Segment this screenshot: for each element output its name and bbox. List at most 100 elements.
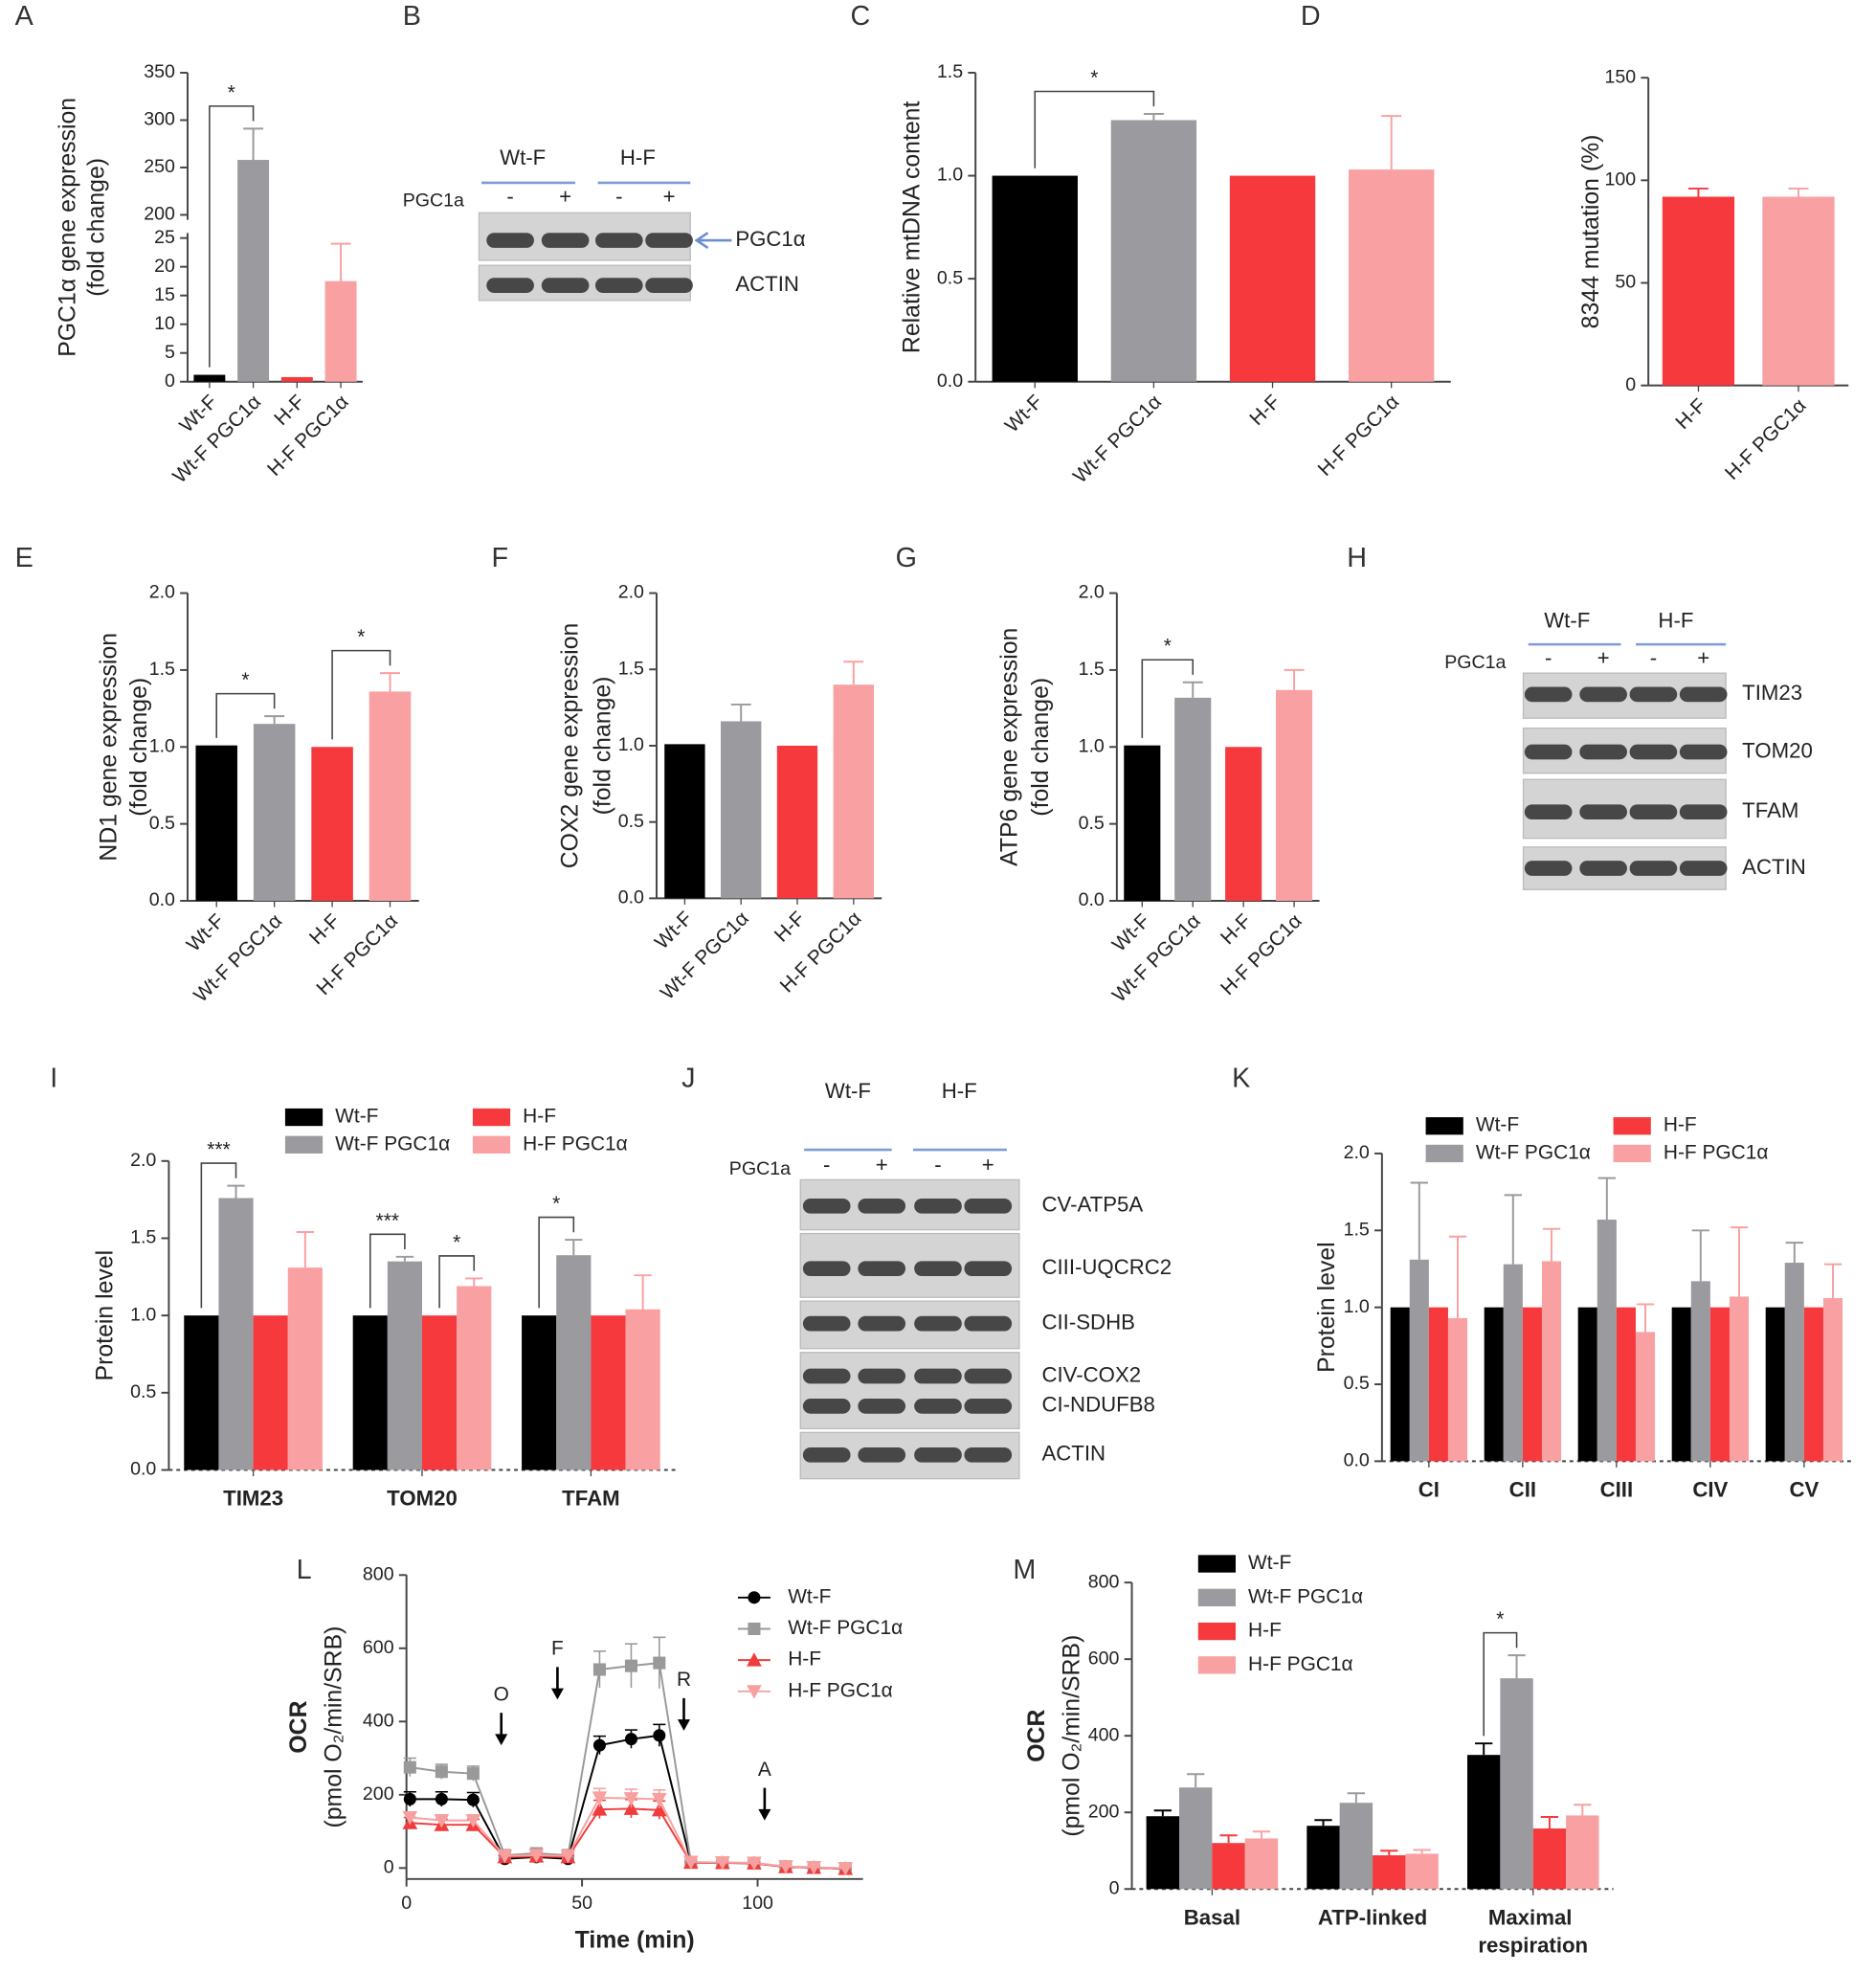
y-tick-label: 0.0 [130, 1459, 156, 1480]
marker [653, 1729, 666, 1742]
blot-band [645, 278, 693, 293]
blot-band [914, 1315, 962, 1332]
bar [1690, 1281, 1710, 1462]
bar [368, 691, 412, 901]
y-tick-label: 20 [154, 256, 175, 277]
bar [1709, 1307, 1730, 1462]
marker [592, 1802, 608, 1816]
bar [311, 747, 353, 901]
y-tick-label: 1.5 [618, 658, 644, 679]
bar [992, 175, 1078, 382]
blot-sign: + [982, 1153, 994, 1177]
injection-arrow-head [550, 1688, 564, 1700]
injection-label: F [551, 1638, 564, 1660]
marker [403, 1792, 416, 1805]
bar [457, 1286, 492, 1470]
marker [624, 1659, 637, 1672]
y-tick-label: 1.0 [149, 735, 175, 756]
legend-label: H-F PGC1α [788, 1679, 893, 1701]
blot-band [802, 1399, 851, 1414]
panel-letter: I [50, 1063, 57, 1093]
bar [1635, 1332, 1656, 1462]
blot-group-label: Wt-F [500, 146, 546, 169]
bar [1503, 1264, 1523, 1462]
panel-letter: G [896, 543, 917, 573]
significance-label: *** [376, 1210, 399, 1232]
bar [1447, 1317, 1468, 1462]
y-axis-label: (fold change) [83, 158, 109, 297]
blot-band [802, 1261, 851, 1276]
y-tick-label: 0.5 [149, 813, 175, 834]
y-tick-label: 0.0 [937, 370, 963, 392]
blot-band-label: PGC1α [735, 227, 805, 251]
blot-band [1579, 686, 1627, 703]
y-tick-label: 2.0 [130, 1150, 156, 1171]
bar [352, 1315, 388, 1470]
bar [625, 1309, 660, 1470]
blot-group-label: H-F [942, 1079, 977, 1103]
bar [833, 684, 874, 899]
marker [747, 1856, 762, 1871]
blot-band [594, 278, 643, 293]
marker [402, 1811, 418, 1826]
x-axis-label: Time (min) [575, 1928, 695, 1954]
blot-sign: - [934, 1153, 941, 1177]
marker [623, 1792, 639, 1806]
x-tick-label: TOM20 [387, 1487, 458, 1511]
bar [1110, 120, 1197, 382]
y-axis-label: PGC1α gene expression [55, 98, 80, 357]
marker [778, 1860, 793, 1874]
blot-band [1524, 686, 1573, 703]
blot-sign: - [615, 185, 622, 209]
blot-band [1679, 804, 1728, 820]
legend-swatch [1613, 1144, 1651, 1163]
y-tick-label: 400 [363, 1710, 394, 1731]
blot-band [1629, 744, 1678, 760]
y-tick-label: 2.0 [1344, 1142, 1370, 1163]
bar [218, 1198, 254, 1470]
blot-band [964, 1315, 1013, 1332]
significance-bracket [200, 1162, 237, 1309]
y-axis-label: (fold change) [126, 678, 152, 817]
bar [253, 724, 296, 901]
y-tick-label: 1.5 [1344, 1219, 1370, 1240]
legend-marker [747, 1685, 762, 1699]
marker [715, 1856, 730, 1871]
blot-band [858, 1447, 906, 1463]
bar [253, 1315, 288, 1470]
blot-band [1579, 861, 1627, 876]
blot-band [1524, 804, 1573, 820]
bar [1532, 1828, 1567, 1890]
bar [1762, 196, 1835, 386]
blot-sign: - [506, 185, 513, 209]
x-tick-label: CII [1509, 1478, 1536, 1502]
bar [1229, 175, 1316, 382]
y-tick-label: 800 [363, 1563, 394, 1584]
y-tick-label: 600 [363, 1637, 394, 1658]
y-tick-label: 0.0 [1344, 1450, 1370, 1471]
x-tick-label: Basal [1184, 1905, 1240, 1929]
blot-band-label: ACTIN [1041, 1442, 1106, 1466]
bar [1339, 1803, 1374, 1890]
y-tick-label: 15 [154, 284, 175, 305]
marker [466, 1767, 480, 1781]
legend-label: H-F [1664, 1114, 1697, 1136]
significance-bracket [1483, 1631, 1518, 1737]
bar [1729, 1296, 1750, 1462]
bar [324, 280, 357, 382]
blot-band [1524, 861, 1573, 876]
legend-swatch [284, 1108, 324, 1127]
blot-band [645, 233, 693, 248]
blot-band [914, 1399, 962, 1414]
x-tick-label: 50 [571, 1893, 592, 1914]
bar [1484, 1307, 1504, 1462]
marker [592, 1663, 606, 1676]
y-tick-label: 50 [1615, 272, 1636, 293]
y-tick-label: 1.5 [130, 1227, 156, 1248]
y-tick-label: 0.5 [1079, 813, 1105, 834]
bar [280, 376, 313, 382]
y-tick-label: 1.0 [1079, 735, 1105, 756]
blot-band-label: TOM20 [1742, 738, 1813, 762]
x-tick-label: ATP-linked [1318, 1905, 1427, 1929]
